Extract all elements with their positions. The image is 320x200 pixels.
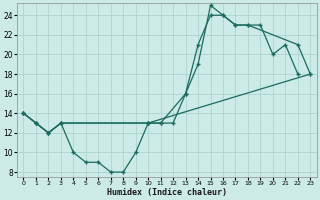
X-axis label: Humidex (Indice chaleur): Humidex (Indice chaleur): [107, 188, 227, 197]
